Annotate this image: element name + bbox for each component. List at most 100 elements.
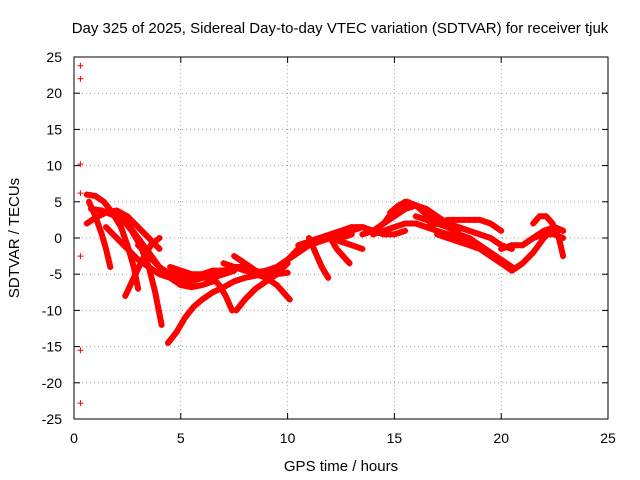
data-point	[455, 224, 462, 231]
data-point	[391, 231, 398, 238]
series-track-10	[169, 267, 238, 281]
data-point	[558, 244, 565, 251]
data-point	[543, 213, 550, 220]
data-point	[231, 253, 238, 260]
data-point	[288, 253, 295, 260]
data-point	[455, 231, 462, 238]
data-point	[380, 227, 387, 234]
data-point	[135, 285, 142, 292]
data-point	[225, 262, 232, 269]
data-point	[295, 242, 302, 249]
data-point	[546, 231, 553, 238]
data-point	[516, 262, 522, 269]
y-tick-label: -15	[42, 339, 62, 355]
data-point	[387, 209, 394, 216]
data-point	[231, 278, 238, 285]
data-point	[127, 216, 134, 223]
data-point	[460, 216, 467, 223]
data-point	[386, 225, 393, 232]
data-point	[117, 238, 124, 245]
data-point	[233, 307, 240, 314]
data-point	[494, 225, 501, 232]
data-point	[156, 245, 163, 252]
data-point	[551, 225, 558, 232]
data-point	[145, 235, 152, 241]
data-point	[259, 280, 266, 287]
data-point	[404, 198, 411, 205]
data-point	[423, 216, 430, 223]
data-point	[399, 200, 406, 207]
data-point	[179, 319, 186, 326]
data-point	[423, 224, 430, 231]
data-point	[236, 265, 243, 272]
data-point	[370, 231, 377, 238]
data-point	[383, 216, 390, 223]
data-point	[169, 267, 176, 274]
data-point	[119, 228, 126, 235]
data-point	[238, 257, 245, 264]
data-point	[530, 220, 537, 227]
data-point	[137, 261, 144, 268]
data-point	[386, 231, 393, 238]
series-track-12	[209, 274, 236, 314]
data-point	[77, 62, 84, 69]
data-point	[535, 233, 542, 240]
data-point	[202, 294, 209, 301]
data-point	[101, 241, 108, 248]
data-point	[266, 277, 273, 284]
data-point	[127, 249, 134, 256]
data-point	[176, 324, 183, 331]
data-point	[487, 220, 494, 227]
data-point	[173, 329, 180, 336]
data-point	[526, 253, 533, 260]
data-point	[286, 296, 293, 303]
data-point	[188, 274, 195, 281]
data-point	[530, 249, 537, 256]
data-point	[375, 229, 382, 236]
data-point	[314, 254, 321, 261]
data-point	[88, 192, 95, 199]
series-track-25	[387, 198, 436, 227]
data-point	[156, 235, 163, 241]
data-point	[156, 263, 163, 270]
data-point	[270, 266, 277, 273]
data-point	[556, 239, 563, 246]
data-point	[536, 213, 543, 220]
data-point	[396, 229, 403, 236]
y-tick-label: 5	[54, 194, 62, 210]
data-point	[538, 238, 545, 245]
data-point	[152, 238, 159, 245]
y-tick-label: -20	[42, 375, 62, 391]
data-point	[155, 307, 162, 314]
data-point	[331, 242, 338, 249]
series-track-33	[530, 213, 567, 260]
data-point	[152, 289, 159, 296]
x-tick-label: 5	[177, 430, 185, 446]
data-point	[83, 220, 90, 227]
data-point	[273, 271, 280, 278]
data-point	[216, 282, 223, 289]
data-point	[320, 267, 327, 274]
data-point	[113, 235, 120, 241]
data-point	[215, 271, 222, 278]
data-point	[199, 274, 206, 281]
data-point	[476, 245, 483, 252]
data-point	[206, 291, 213, 298]
data-point	[108, 208, 115, 215]
data-point	[498, 260, 505, 267]
data-point	[471, 244, 478, 251]
data-point	[291, 249, 298, 256]
data-point	[402, 227, 409, 234]
data-point	[560, 235, 567, 241]
data-point	[77, 190, 84, 197]
data-point	[338, 238, 344, 245]
data-point	[270, 279, 277, 286]
data-point	[124, 245, 131, 252]
data-point	[193, 274, 200, 281]
data-point	[85, 198, 92, 205]
data-point	[364, 229, 371, 236]
data-point	[209, 274, 216, 281]
data-point	[126, 283, 133, 290]
data-point	[241, 274, 248, 281]
data-point	[77, 161, 84, 168]
